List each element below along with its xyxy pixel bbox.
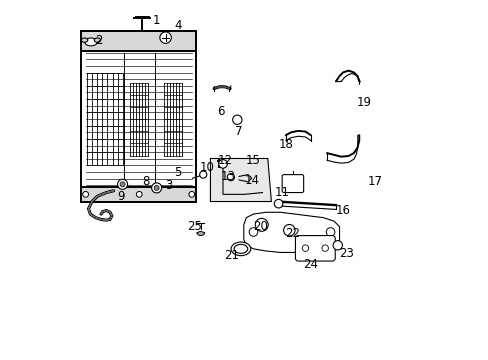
Bar xyxy=(81,31,196,51)
Text: 13: 13 xyxy=(221,170,235,183)
Ellipse shape xyxy=(81,38,88,42)
FancyBboxPatch shape xyxy=(295,235,335,261)
Wedge shape xyxy=(196,231,204,235)
Bar xyxy=(81,31,196,51)
Circle shape xyxy=(249,228,257,236)
Text: 2: 2 xyxy=(95,33,103,47)
Text: 12: 12 xyxy=(217,154,232,167)
Circle shape xyxy=(188,192,194,197)
Ellipse shape xyxy=(94,38,101,42)
Bar xyxy=(81,31,196,202)
Circle shape xyxy=(136,192,142,197)
Text: 3: 3 xyxy=(165,179,173,192)
Circle shape xyxy=(117,179,127,189)
Circle shape xyxy=(302,245,308,251)
Text: 6: 6 xyxy=(217,105,224,118)
Circle shape xyxy=(332,240,342,250)
Text: 24: 24 xyxy=(303,258,318,271)
Circle shape xyxy=(120,182,125,187)
Circle shape xyxy=(283,225,294,236)
Polygon shape xyxy=(210,158,271,202)
Text: 7: 7 xyxy=(235,125,243,138)
Text: 21: 21 xyxy=(224,249,239,262)
Text: 23: 23 xyxy=(339,247,353,260)
Text: 10: 10 xyxy=(199,161,214,174)
Text: 8: 8 xyxy=(142,175,149,188)
Circle shape xyxy=(227,174,234,181)
Text: 18: 18 xyxy=(278,138,293,150)
Ellipse shape xyxy=(230,242,250,256)
Text: 1: 1 xyxy=(153,14,160,27)
Bar xyxy=(81,187,196,202)
Circle shape xyxy=(82,192,88,197)
Text: 20: 20 xyxy=(253,220,267,233)
Text: 25: 25 xyxy=(186,220,202,233)
Circle shape xyxy=(199,171,206,178)
Text: 16: 16 xyxy=(335,204,350,217)
Ellipse shape xyxy=(84,38,97,46)
Circle shape xyxy=(154,185,159,190)
Polygon shape xyxy=(244,212,339,252)
Text: 11: 11 xyxy=(274,186,289,199)
FancyBboxPatch shape xyxy=(282,175,303,193)
Circle shape xyxy=(255,219,267,231)
Circle shape xyxy=(160,32,171,43)
Text: 22: 22 xyxy=(285,227,300,240)
Circle shape xyxy=(325,228,334,236)
Ellipse shape xyxy=(234,244,247,253)
Text: 4: 4 xyxy=(174,19,182,32)
Text: 15: 15 xyxy=(245,154,261,167)
Text: 14: 14 xyxy=(244,174,259,186)
Circle shape xyxy=(218,159,227,168)
Text: 5: 5 xyxy=(174,166,182,179)
Circle shape xyxy=(274,199,282,208)
Circle shape xyxy=(151,183,162,193)
Text: 19: 19 xyxy=(356,96,371,109)
Circle shape xyxy=(232,115,242,125)
Text: 17: 17 xyxy=(367,175,382,188)
Text: 9: 9 xyxy=(117,190,124,203)
Bar xyxy=(81,187,196,202)
Circle shape xyxy=(321,245,328,251)
